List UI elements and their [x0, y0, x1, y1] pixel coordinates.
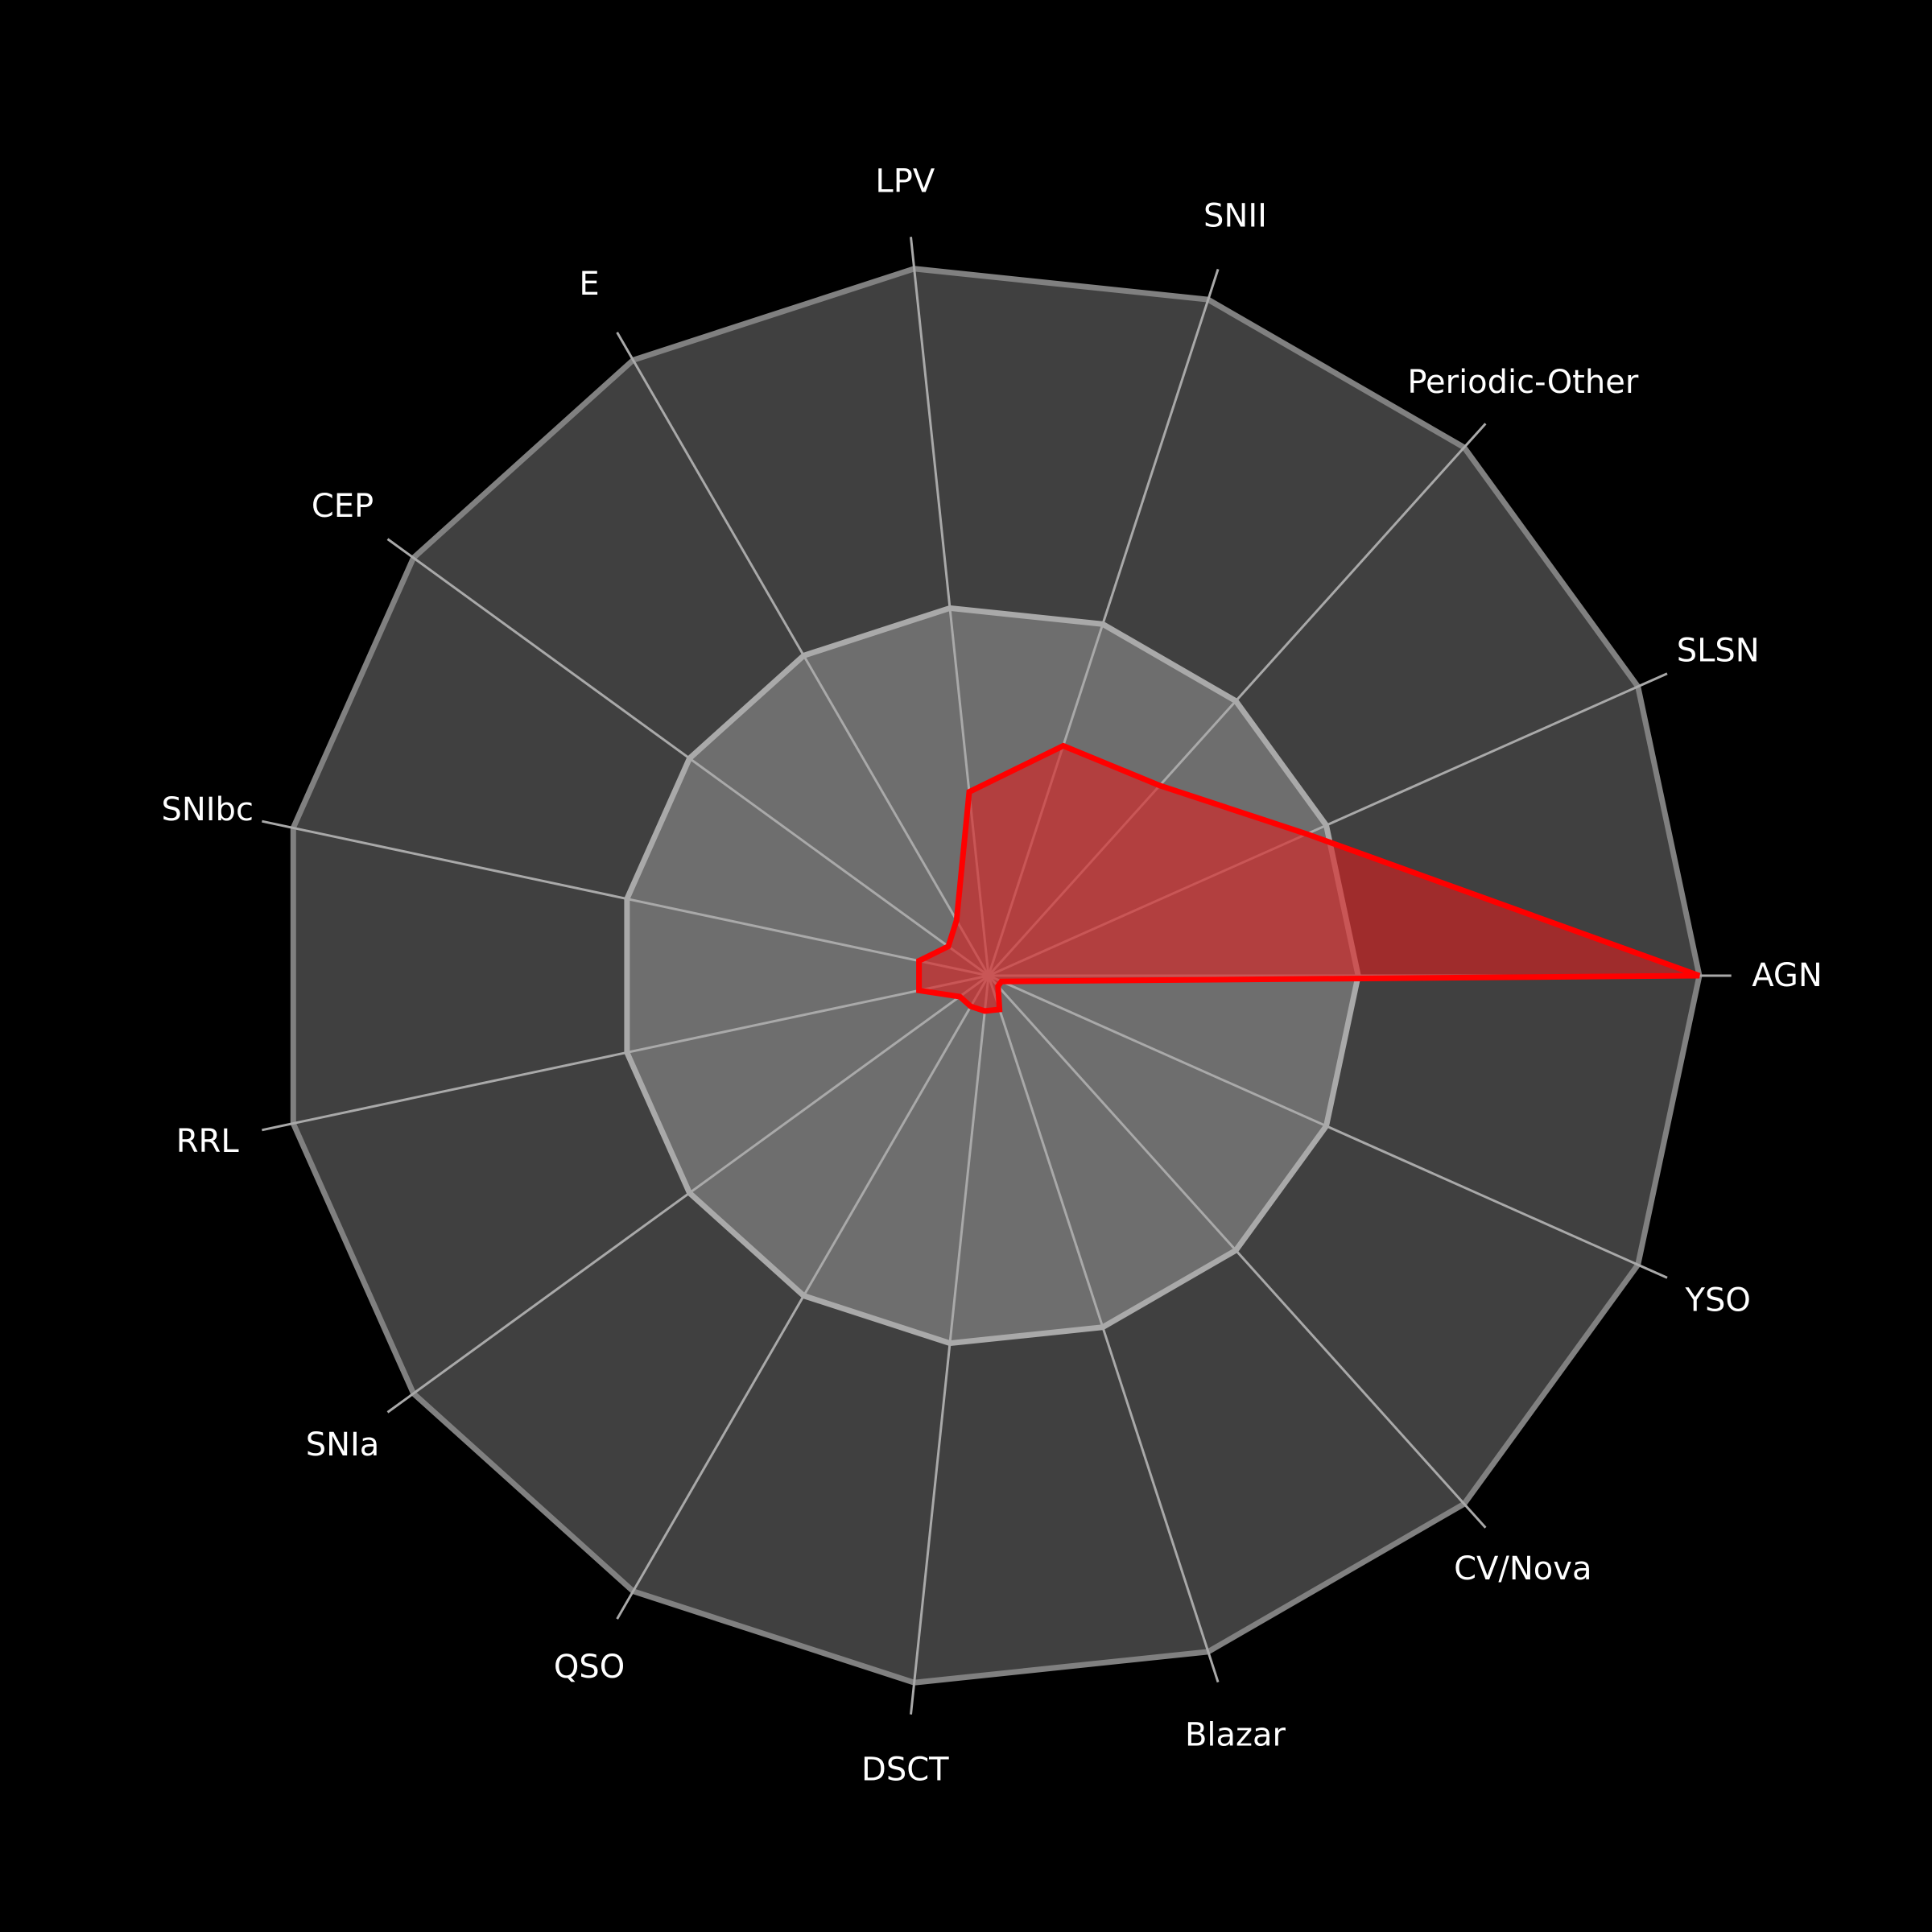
category-label-slsn: SLSN: [1677, 633, 1760, 670]
category-label-snibc: SNIbc: [161, 791, 254, 828]
radar-spokes: [262, 237, 1732, 1715]
category-label-cep: CEP: [312, 488, 374, 525]
spoke-snia: [386, 974, 989, 1414]
spoke-e: [616, 332, 990, 976]
spoke-cep: [386, 538, 989, 977]
category-label-cv-nova: CV/Nova: [1454, 1550, 1591, 1587]
spoke-yso: [988, 974, 1668, 1279]
category-label-agn: AGN: [1752, 957, 1823, 994]
category-label-yso: YSO: [1685, 1282, 1751, 1319]
category-label-lpv: LPV: [875, 163, 935, 200]
radar-category-labels: AGN SLSN Periodic-Other SNII LPV E CEP SNIbc RRL…: [161, 163, 1822, 1788]
series-polygon-0: [916, 742, 1701, 1014]
spoke-qso: [616, 975, 990, 1620]
category-label-snii: SNII: [1203, 198, 1267, 235]
spoke-blazar: [987, 975, 1220, 1683]
spoke-cv-nova: [987, 974, 1487, 1529]
spoke-dsct: [910, 975, 990, 1715]
category-label-dsct: DSCT: [861, 1752, 949, 1789]
spoke-snibc: [262, 819, 989, 977]
radar-series: [916, 742, 1701, 1014]
category-label-periodic-other: Periodic-Other: [1407, 364, 1639, 401]
spoke-rrl: [262, 974, 989, 1132]
category-label-qso: QSO: [554, 1649, 625, 1686]
category-label-snia: SNIa: [306, 1426, 380, 1463]
category-label-blazar: Blazar: [1185, 1716, 1286, 1753]
category-label-e: E: [579, 266, 599, 303]
category-label-rrl: RRL: [176, 1123, 240, 1160]
